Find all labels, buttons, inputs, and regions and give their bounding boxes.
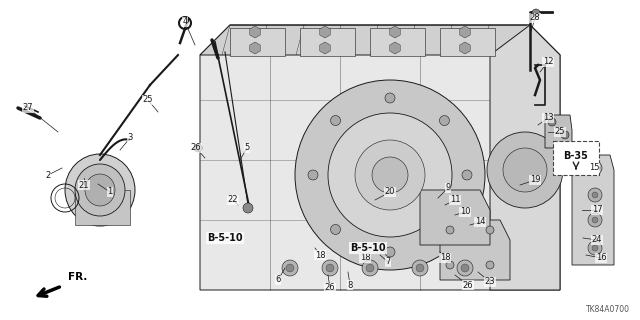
Circle shape: [194, 144, 202, 152]
Circle shape: [487, 132, 563, 208]
Circle shape: [322, 260, 338, 276]
Text: B-5-10: B-5-10: [350, 243, 386, 253]
Text: 12: 12: [543, 58, 553, 67]
Circle shape: [588, 213, 602, 227]
Polygon shape: [75, 190, 130, 225]
Circle shape: [286, 264, 294, 272]
Bar: [370, 28, 425, 56]
Text: 25: 25: [555, 127, 565, 137]
Text: TK84A0700: TK84A0700: [586, 305, 630, 314]
Text: 16: 16: [596, 253, 606, 262]
Circle shape: [503, 148, 547, 192]
Text: 22: 22: [228, 196, 238, 204]
Circle shape: [462, 170, 472, 180]
Text: 15: 15: [589, 164, 599, 172]
Circle shape: [446, 261, 454, 269]
Ellipse shape: [85, 174, 115, 206]
Circle shape: [326, 264, 334, 272]
Circle shape: [372, 157, 408, 193]
Text: 26: 26: [191, 143, 202, 153]
Text: 24: 24: [592, 236, 602, 244]
Circle shape: [592, 217, 598, 223]
Bar: [440, 28, 495, 56]
Text: 28: 28: [530, 13, 540, 22]
Text: 5: 5: [244, 143, 250, 153]
Ellipse shape: [65, 154, 135, 226]
Circle shape: [446, 226, 454, 234]
Ellipse shape: [75, 164, 125, 216]
Text: 13: 13: [543, 114, 554, 123]
Polygon shape: [200, 25, 560, 290]
Text: 6: 6: [275, 276, 281, 284]
Circle shape: [243, 203, 253, 213]
Circle shape: [588, 161, 602, 175]
Polygon shape: [572, 155, 614, 265]
Circle shape: [412, 260, 428, 276]
Text: FR.: FR.: [68, 272, 88, 282]
Polygon shape: [490, 25, 560, 290]
Polygon shape: [440, 220, 510, 280]
Polygon shape: [420, 190, 490, 245]
Circle shape: [486, 226, 494, 234]
Circle shape: [561, 131, 569, 139]
Circle shape: [592, 165, 598, 171]
Text: 19: 19: [530, 175, 540, 185]
Polygon shape: [545, 115, 572, 148]
Circle shape: [548, 118, 556, 126]
Text: 8: 8: [348, 281, 353, 290]
Text: 3: 3: [127, 133, 132, 142]
Text: 26: 26: [463, 281, 474, 290]
FancyBboxPatch shape: [553, 141, 599, 175]
Text: 18: 18: [315, 251, 325, 260]
Text: 20: 20: [385, 188, 396, 196]
Circle shape: [440, 224, 449, 235]
Circle shape: [457, 260, 473, 276]
Text: 27: 27: [22, 103, 33, 113]
Text: 1: 1: [108, 188, 113, 196]
Circle shape: [486, 261, 494, 269]
Circle shape: [355, 140, 425, 210]
Circle shape: [461, 264, 469, 272]
Text: 2: 2: [45, 171, 51, 180]
Text: 18: 18: [360, 253, 371, 262]
Text: B-5-10: B-5-10: [207, 233, 243, 243]
Text: B-35: B-35: [564, 151, 588, 161]
Polygon shape: [200, 25, 560, 55]
Circle shape: [588, 188, 602, 202]
Text: 11: 11: [450, 196, 460, 204]
Circle shape: [592, 192, 598, 198]
Circle shape: [385, 247, 395, 257]
Text: 25: 25: [143, 95, 153, 105]
Bar: [230, 28, 285, 56]
Circle shape: [592, 245, 598, 251]
Bar: [300, 28, 355, 56]
Text: 18: 18: [440, 253, 451, 262]
Text: 4: 4: [182, 18, 188, 27]
Circle shape: [362, 260, 378, 276]
Text: 9: 9: [445, 183, 451, 193]
Circle shape: [330, 224, 340, 235]
Text: 14: 14: [475, 218, 485, 227]
Text: 7: 7: [385, 258, 390, 267]
Circle shape: [588, 241, 602, 255]
Circle shape: [440, 116, 449, 125]
Text: 17: 17: [592, 205, 602, 214]
Circle shape: [328, 113, 452, 237]
Circle shape: [330, 116, 340, 125]
Text: 21: 21: [79, 180, 89, 189]
Circle shape: [385, 93, 395, 103]
Text: 23: 23: [484, 277, 495, 286]
Circle shape: [282, 260, 298, 276]
Circle shape: [416, 264, 424, 272]
Circle shape: [308, 170, 318, 180]
Circle shape: [295, 80, 485, 270]
Text: 26: 26: [324, 284, 335, 292]
Circle shape: [532, 9, 540, 17]
Circle shape: [366, 264, 374, 272]
Text: 10: 10: [460, 207, 470, 217]
